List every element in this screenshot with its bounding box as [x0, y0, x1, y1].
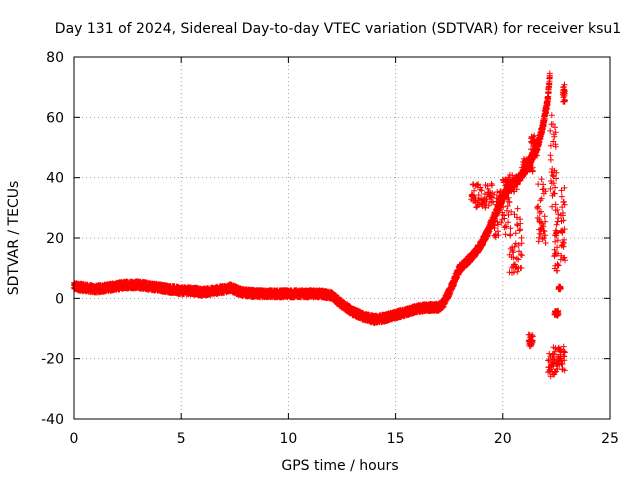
- y-tick-label: 0: [55, 291, 64, 307]
- x-axis-label: GPS time / hours: [281, 458, 398, 474]
- y-tick-label: 80: [46, 50, 64, 66]
- x-tick-label: 10: [279, 431, 297, 447]
- y-tick-label: -20: [41, 352, 64, 368]
- x-tick-label: 25: [601, 431, 619, 447]
- y-tick-label: 20: [46, 231, 64, 247]
- data-points: [71, 70, 568, 380]
- grid: [74, 57, 610, 419]
- axis-ticks: 0 5 10 15 20 25 -40 -20 0 20 40 60 80: [41, 50, 619, 447]
- y-tick-label: -40: [41, 412, 64, 428]
- x-tick-label: 15: [387, 431, 405, 447]
- series-sdtvar-points: [71, 70, 568, 380]
- chart-title: Day 131 of 2024, Sidereal Day-to-day VTE…: [55, 21, 621, 37]
- x-tick-label: 20: [494, 431, 512, 447]
- y-tick-label: 60: [46, 110, 64, 126]
- y-tick-label: 40: [46, 171, 64, 187]
- x-tick-label: 5: [177, 431, 186, 447]
- x-tick-label: 0: [70, 431, 79, 447]
- y-axis-label: SDTVAR / TECUs: [6, 181, 22, 296]
